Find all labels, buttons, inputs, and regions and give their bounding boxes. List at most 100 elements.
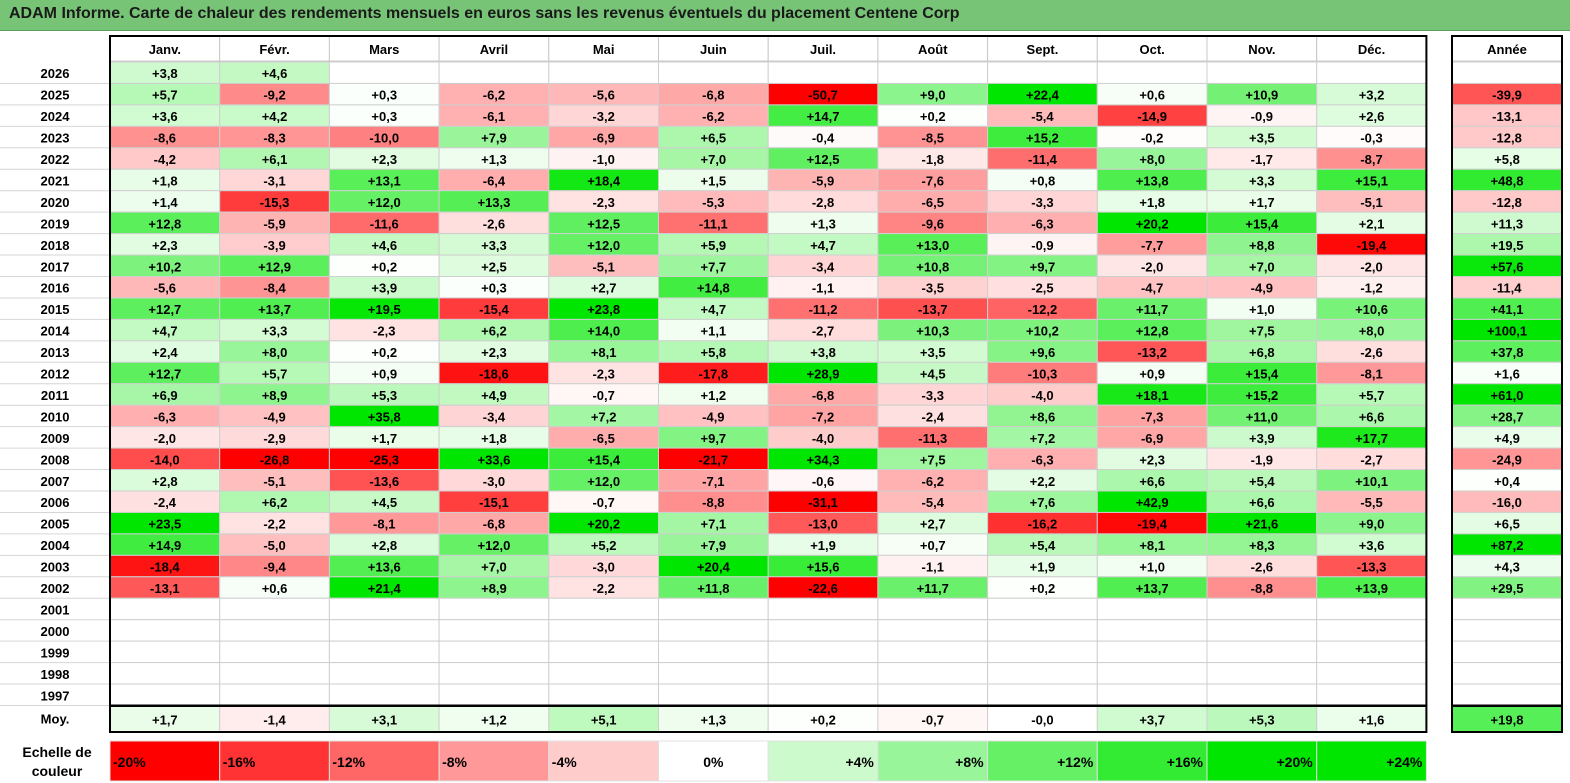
heatmap-cell-value: +17,7 — [1355, 431, 1388, 446]
heatmap-cell-value: -2,6 — [1251, 560, 1273, 575]
heatmap-cell — [1206, 61, 1318, 84]
average-cell-value: -1,4 — [263, 713, 286, 728]
annual-cell-value: +28,7 — [1491, 409, 1524, 424]
heatmap-cell-value: -7,6 — [922, 173, 944, 188]
column-header-label: Juil. — [810, 42, 836, 57]
heatmap-cell-value: +4,7 — [152, 324, 178, 339]
heatmap-cell-value: -21,7 — [699, 452, 729, 467]
heatmap-cell-value: -11,1 — [699, 216, 728, 231]
average-cell-value: +0,2 — [810, 713, 836, 728]
heatmap-cell-value: +13,9 — [1355, 581, 1388, 596]
heatmap-cell-value: +2,3 — [481, 345, 507, 360]
heatmap-cell-value: +14,0 — [587, 324, 620, 339]
heatmap-cell-value: -2,6 — [483, 216, 505, 231]
heatmap-cell-value: +11,7 — [917, 581, 949, 596]
scale-step-label: -12% — [332, 754, 365, 770]
heatmap-cell-value: -4,9 — [702, 409, 724, 424]
heatmap-cell-value: -7,7 — [1141, 238, 1163, 253]
annual-cell — [1451, 619, 1563, 642]
heatmap-cell — [548, 683, 659, 706]
column-header-label: Janv. — [149, 42, 181, 57]
heatmap-cell-value: -17,8 — [699, 367, 729, 382]
average-cell-value: +3,1 — [371, 713, 397, 728]
heatmap-cell — [877, 597, 989, 621]
heatmap-cell-value: +23,8 — [587, 302, 620, 317]
row-year-label: 2015 — [41, 302, 70, 317]
heatmap-cell — [328, 597, 440, 621]
heatmap-cell-value: -2,0 — [1360, 259, 1382, 274]
heatmap-cell-value: +15,1 — [1355, 173, 1388, 188]
row-year-label: 2023 — [41, 131, 70, 146]
heatmap-cell-value: +0,9 — [371, 367, 397, 382]
heatmap-cell — [328, 640, 440, 664]
heatmap-cell-value: +8,1 — [1139, 538, 1165, 553]
heatmap-cell-value: +8,3 — [1249, 538, 1275, 553]
scale-step-label: +4% — [845, 754, 874, 770]
heatmap-cell — [767, 640, 879, 664]
heatmap-cell-value: +1,7 — [1249, 195, 1275, 210]
heatmap-cell-value: -3,2 — [592, 109, 614, 124]
heatmap-cell-value: +7,9 — [481, 131, 507, 146]
annual-cell-value: -11,4 — [1493, 281, 1523, 296]
heatmap-cell-value: +0,2 — [371, 345, 397, 360]
row-year-label: 2018 — [41, 238, 70, 253]
annual-cell — [1451, 597, 1563, 621]
heatmap-cell — [658, 619, 769, 642]
heatmap-cell-value: -5,4 — [1031, 109, 1054, 124]
heatmap-cell-value: +10,3 — [916, 324, 949, 339]
heatmap-cell-value: -2,3 — [592, 367, 614, 382]
heatmap-cell-value: +3,8 — [810, 345, 836, 360]
heatmap-cell-value: +5,7 — [152, 88, 178, 103]
heatmap-cell-value: +12,7 — [148, 367, 181, 382]
scale-swatch — [109, 740, 221, 782]
heatmap-cell-value: -2,4 — [922, 409, 945, 424]
heatmap-cell-value: +8,1 — [591, 345, 617, 360]
heatmap-cell — [1096, 662, 1208, 685]
heatmap-cell-value: +1,2 — [701, 388, 727, 403]
heatmap-cell — [877, 619, 989, 642]
heatmap-cell-value: -8,1 — [373, 517, 395, 532]
heatmap-cell-value: -15,3 — [260, 195, 290, 210]
heatmap-cell-value: +4,7 — [810, 238, 836, 253]
heatmap-cell — [658, 662, 769, 685]
heatmap-cell-value: +2,7 — [591, 281, 617, 296]
heatmap-cell-value: +18,1 — [1136, 388, 1169, 403]
heatmap-cell-value: -6,8 — [702, 88, 724, 103]
row-year-label: 2007 — [41, 474, 70, 489]
heatmap-cell-value: -3,3 — [922, 388, 944, 403]
heatmap-cell-value: +3,3 — [1249, 173, 1275, 188]
heatmap-cell-value: +4,6 — [262, 66, 288, 81]
heatmap-cell-value: +20,2 — [587, 517, 620, 532]
heatmap-cell — [219, 640, 330, 664]
heatmap-cell-value: +12,8 — [1136, 324, 1169, 339]
average-annual-cell — [1451, 705, 1563, 733]
heatmap-cell-value: +3,2 — [1359, 88, 1385, 103]
heatmap-cell — [987, 619, 1098, 642]
heatmap-cell — [658, 640, 769, 664]
heatmap-cell-value: -6,4 — [483, 173, 506, 188]
heatmap-cell-value: -3,4 — [483, 409, 506, 424]
heatmap-cell-value: -11,6 — [370, 216, 399, 231]
heatmap-cell-value: -5,3 — [702, 195, 724, 210]
average-cell-value: +1,3 — [701, 713, 727, 728]
scale-label-line2: couleur — [32, 763, 83, 779]
heatmap-cell — [767, 662, 879, 685]
heatmap-cell-value: +7,2 — [591, 409, 617, 424]
heatmap-cell — [548, 640, 659, 664]
heatmap-cell-value: -0,9 — [1031, 238, 1053, 253]
heatmap-cell-value: +4,7 — [701, 302, 727, 317]
annual-cell-value: +0,4 — [1494, 474, 1520, 489]
annual-cell-value: +5,8 — [1494, 152, 1520, 167]
heatmap-cell-value: -5,4 — [922, 495, 945, 510]
row-year-label: 2019 — [41, 216, 70, 231]
heatmap-cell-value: -6,3 — [154, 409, 176, 424]
heatmap-cell-value: +2,3 — [152, 238, 178, 253]
heatmap-cell-value: -0,4 — [812, 131, 835, 146]
row-year-label: 2002 — [41, 581, 70, 596]
heatmap-cell-value: -12,2 — [1028, 302, 1058, 317]
heatmap-cell-value: +14,9 — [148, 538, 181, 553]
heatmap-cell — [1206, 597, 1318, 621]
heatmap-cell-value: -6,2 — [483, 88, 505, 103]
heatmap-cell-value: -2,7 — [812, 324, 834, 339]
heatmap-cell-value: +13,7 — [258, 302, 291, 317]
